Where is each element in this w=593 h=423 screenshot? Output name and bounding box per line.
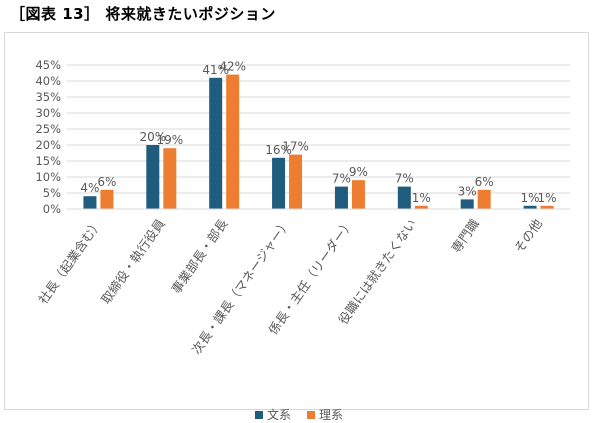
bar-rikei xyxy=(226,74,240,209)
data-label-bunkei: 3% xyxy=(458,184,477,198)
bar-bunkei xyxy=(460,199,474,209)
bar-rikei xyxy=(414,205,428,209)
data-label-rikei: 17% xyxy=(282,140,309,154)
y-tick-label: 40% xyxy=(35,74,61,88)
data-label-rikei: 9% xyxy=(349,165,368,179)
y-tick-label: 0% xyxy=(43,202,61,216)
bar-rikei xyxy=(351,180,365,209)
data-label-bunkei: 41% xyxy=(202,63,229,77)
data-label-bunkei: 1% xyxy=(521,191,540,205)
data-label-bunkei: 16% xyxy=(265,143,292,157)
legend-label-rikei: 理系 xyxy=(319,408,344,422)
bar-bunkei xyxy=(334,186,348,209)
y-tick-label: 20% xyxy=(35,138,61,152)
bar-bunkei xyxy=(83,196,97,209)
legend-swatch-bunkei xyxy=(255,411,263,419)
data-label-bunkei: 7% xyxy=(395,172,414,186)
bar-bunkei xyxy=(209,77,223,209)
y-tick-label: 10% xyxy=(35,170,61,184)
figure-title: ［図表 13］ 将来就きたいポジション xyxy=(10,5,276,23)
data-label-rikei: 1% xyxy=(412,191,431,205)
bar-bunkei xyxy=(523,205,537,209)
data-label-rikei: 6% xyxy=(475,175,494,189)
data-label-rikei: 42% xyxy=(219,60,246,74)
chart-area: 0% 5% 10% 15% 20% 25% 30% 35% 40% 45% 4% 6% 社長（起業含む）… xyxy=(4,32,589,422)
category-label: 社長（起業含む） xyxy=(35,216,105,307)
bar-rikei xyxy=(100,189,114,209)
bar-bunkei xyxy=(272,157,286,209)
bar-bunkei xyxy=(397,186,411,209)
bar-chart: 0%5%10%15%20%25%30%35%40%45%4%6%社長（起業含む）… xyxy=(35,58,570,357)
category-label: 取締役・執行役員 xyxy=(98,216,168,307)
y-tick-label: 45% xyxy=(35,58,61,72)
y-tick-label: 5% xyxy=(43,186,61,200)
data-label-bunkei: 7% xyxy=(332,172,351,186)
y-tick-label: 25% xyxy=(35,122,61,136)
bar-rikei xyxy=(540,205,554,209)
legend-swatch-rikei xyxy=(307,411,315,419)
y-tick-label: 15% xyxy=(35,154,61,168)
bar-rikei xyxy=(289,154,303,209)
bar-rikei xyxy=(477,189,491,209)
category-label: 事業部長・部長 xyxy=(168,216,231,297)
bar-bunkei xyxy=(146,145,160,209)
y-tick-label: 35% xyxy=(35,90,61,104)
category-label: その他 xyxy=(511,216,545,256)
data-label-bunkei: 4% xyxy=(80,181,99,195)
legend-label-bunkei: 文系 xyxy=(267,408,292,422)
y-tick-label: 30% xyxy=(35,106,61,120)
data-label-rikei: 6% xyxy=(97,175,116,189)
data-label-bunkei: 20% xyxy=(139,130,166,144)
data-label-rikei: 1% xyxy=(538,191,557,205)
bar-rikei xyxy=(163,148,177,209)
data-label-rikei: 19% xyxy=(156,133,183,147)
category-label: 専門職 xyxy=(448,216,482,256)
